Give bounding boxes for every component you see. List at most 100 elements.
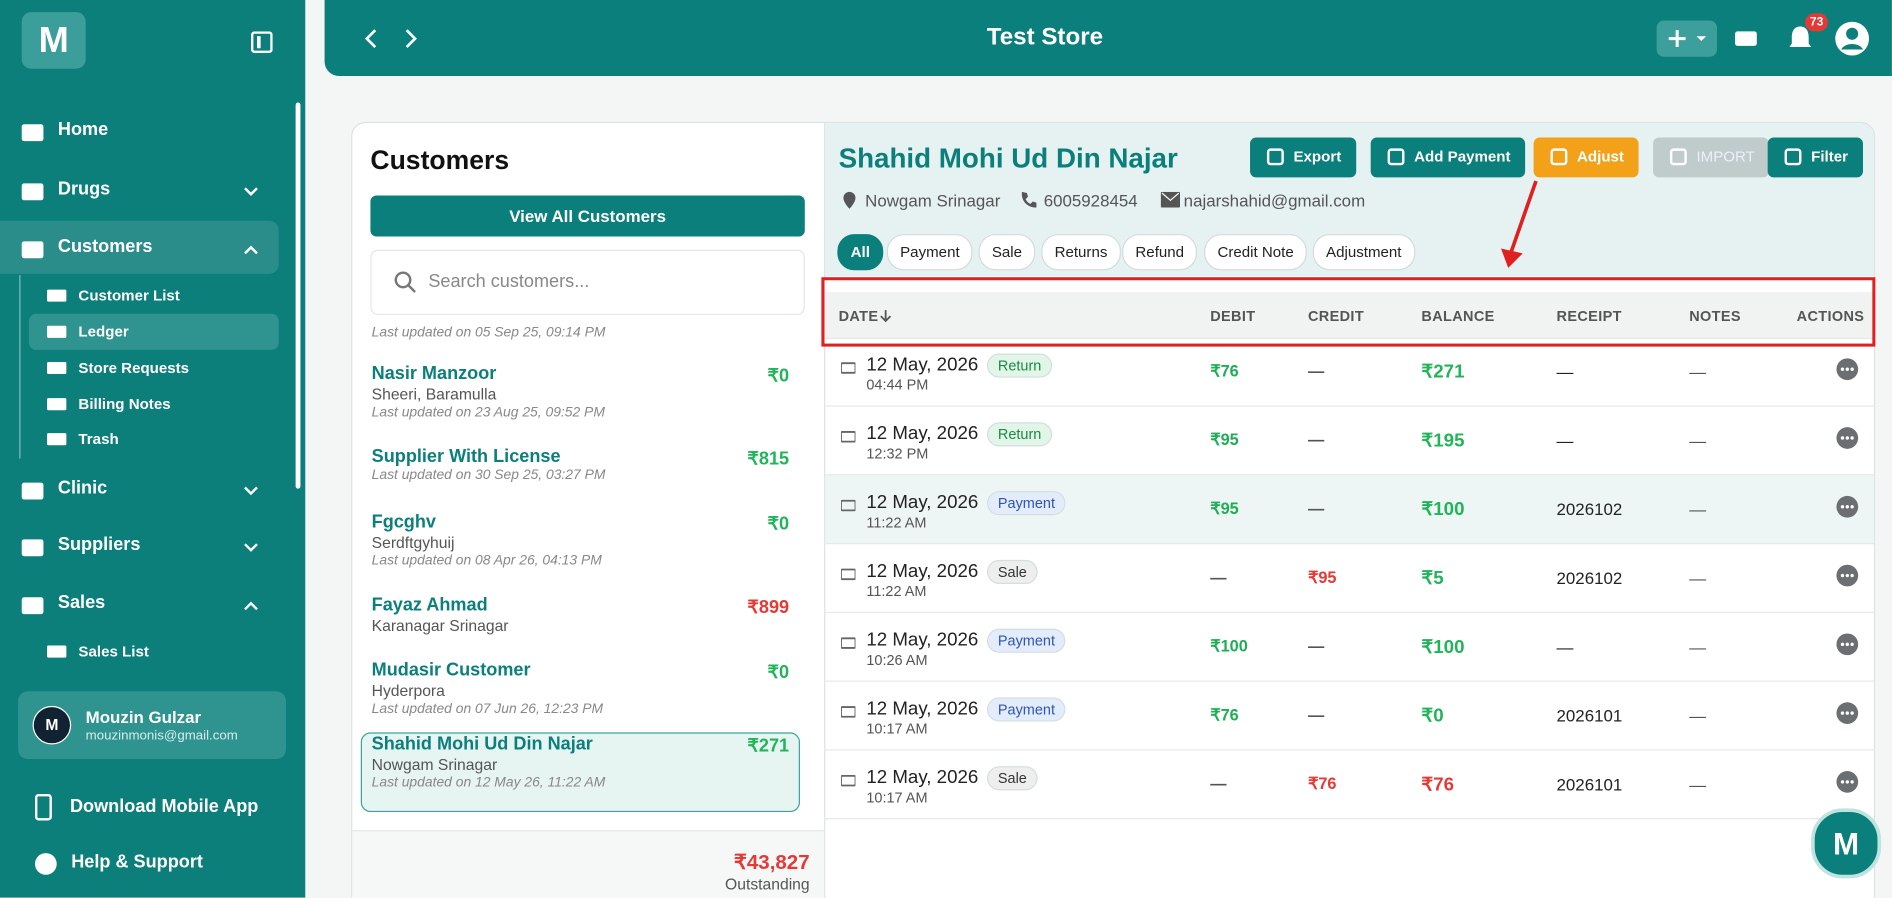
cut-line: Last updated on 05 Sep 25, 09:14 PM <box>371 325 606 341</box>
table-row <box>825 475 1874 545</box>
icon <box>840 703 857 726</box>
nav-subitem[interactable]: Billing Notes <box>78 395 171 413</box>
nav-subitem[interactable]: Sales List <box>78 643 149 661</box>
table-header: DATE <box>838 307 879 325</box>
add-menu[interactable] <box>1656 20 1717 57</box>
row-time: 10:17 AM <box>866 789 928 807</box>
collapse-icon[interactable] <box>250 31 273 54</box>
nav-item[interactable]: Clinic <box>57 477 108 499</box>
action-button[interactable]: Add Payment <box>1370 137 1526 178</box>
row-debit: — <box>1210 774 1227 793</box>
nav-item[interactable]: Sales <box>57 592 106 613</box>
row-receipt: 2026102 <box>1556 499 1623 519</box>
customer-name[interactable]: Shahid Mohi Ud Din Najar <box>371 733 593 755</box>
user-email: mouzinmonis@gmail.com <box>85 728 238 744</box>
customer-address: Nowgam Srinagar <box>371 755 498 774</box>
row-actions[interactable] <box>1835 563 1859 587</box>
type-badge: Payment <box>986 697 1066 722</box>
icon <box>244 596 258 618</box>
profile-icon[interactable] <box>1834 21 1870 57</box>
search-box[interactable]: Search customers... <box>370 249 805 315</box>
table-header: CREDIT <box>1307 307 1365 325</box>
row-credit: ₹95 <box>1307 568 1337 587</box>
row-date: 12 May, 2026 <box>866 629 979 651</box>
action-button[interactable]: IMPORT <box>1653 137 1770 178</box>
user-card: M Mouzin Gulzar mouzinmonis@gmail.com <box>18 691 286 759</box>
filter-tab[interactable]: Refund <box>1122 234 1198 271</box>
chat-bot[interactable]: M <box>1811 808 1882 879</box>
row-notes: — <box>1689 705 1707 726</box>
icon <box>244 481 258 503</box>
keyboard-icon[interactable] <box>1734 29 1758 48</box>
action-button[interactable]: Adjust <box>1533 137 1639 178</box>
row-credit: — <box>1307 430 1325 449</box>
customers-title: Customers <box>370 144 510 175</box>
ledger-name: Shahid Mohi Ud Din Najar <box>838 142 1178 174</box>
row-debit: ₹76 <box>1210 361 1239 381</box>
download-app[interactable]: Download Mobile App <box>69 796 259 817</box>
customer-updated: Last updated on 23 Aug 25, 09:52 PM <box>371 405 605 420</box>
nav-arrows[interactable] <box>361 27 421 51</box>
customer-amount: ₹0 <box>767 514 790 535</box>
nav-subitem[interactable]: Store Requests <box>78 359 190 377</box>
icon <box>46 430 68 455</box>
button-icon <box>1669 148 1687 166</box>
customer-name[interactable]: Mudasir Customer <box>371 660 531 681</box>
view-all-button[interactable]: View All Customers <box>370 195 805 237</box>
bell-icon[interactable] <box>1787 24 1814 53</box>
action-button[interactable]: Filter <box>1767 137 1863 178</box>
nav-item[interactable]: Customers <box>57 236 153 258</box>
customer-updated: Last updated on 12 May 26, 11:22 AM <box>371 775 606 791</box>
action-button[interactable]: Export <box>1250 137 1356 178</box>
icon <box>46 286 68 311</box>
icon <box>1835 563 1859 593</box>
nav-subitem[interactable]: Ledger <box>78 323 129 341</box>
table-header: ACTIONS <box>1796 307 1865 325</box>
icon <box>19 478 46 508</box>
filter-tab[interactable]: Sale <box>978 234 1036 271</box>
row-balance: ₹100 <box>1421 637 1465 658</box>
icon <box>840 428 857 451</box>
icon <box>840 566 857 589</box>
customer-updated: Last updated on 07 Jun 26, 12:23 PM <box>371 702 604 717</box>
row-time: 04:44 PM <box>866 376 929 394</box>
filter-tab[interactable]: Payment <box>886 234 973 271</box>
row-actions[interactable] <box>1835 426 1859 450</box>
button-icon <box>1784 148 1802 166</box>
row-actions[interactable] <box>1835 770 1859 794</box>
type-badge: Payment <box>986 628 1066 653</box>
nav-subitem[interactable]: Customer List <box>78 287 180 305</box>
filter-tab[interactable]: All <box>837 234 884 271</box>
row-actions[interactable] <box>1835 495 1859 519</box>
filter-tab[interactable]: Adjustment <box>1312 234 1415 271</box>
customer-name[interactable]: Fgcghv <box>371 511 436 533</box>
row-receipt: — <box>1556 361 1574 382</box>
nav-subitem[interactable]: Trash <box>78 430 119 448</box>
icon <box>19 236 46 266</box>
row-balance: ₹271 <box>1421 361 1465 383</box>
nav-item[interactable]: Home <box>57 119 109 140</box>
nav-item[interactable]: Suppliers <box>57 534 141 556</box>
type-badge: Return <box>986 353 1053 378</box>
type-badge: Payment <box>986 491 1066 516</box>
sidebar: M Home Drugs Customers Customer List Ledger S… <box>0 0 306 898</box>
nav-item[interactable]: Drugs <box>57 178 111 200</box>
customer-name[interactable]: Nasir Manzoor <box>371 363 497 384</box>
customer-amount: ₹899 <box>747 597 790 618</box>
customer-name[interactable]: Supplier With License <box>371 446 561 467</box>
row-actions[interactable] <box>1835 357 1859 381</box>
row-actions[interactable] <box>1835 632 1859 656</box>
filter-tab[interactable]: Returns <box>1041 234 1121 271</box>
row-balance: ₹100 <box>1421 499 1465 521</box>
ledger-panel: Customers View All Customers Search custom… <box>351 121 1876 898</box>
help-support[interactable]: Help & Support <box>71 851 203 873</box>
row-date: 12 May, 2026 <box>866 561 979 582</box>
table-header: BALANCE <box>1421 307 1495 325</box>
row-actions[interactable] <box>1835 701 1859 725</box>
icon <box>1835 426 1859 456</box>
button-icon <box>1266 148 1284 166</box>
icon <box>842 191 856 216</box>
filter-tab[interactable]: Credit Note <box>1204 234 1308 271</box>
customer-name[interactable]: Fayaz Ahmad <box>371 594 488 616</box>
